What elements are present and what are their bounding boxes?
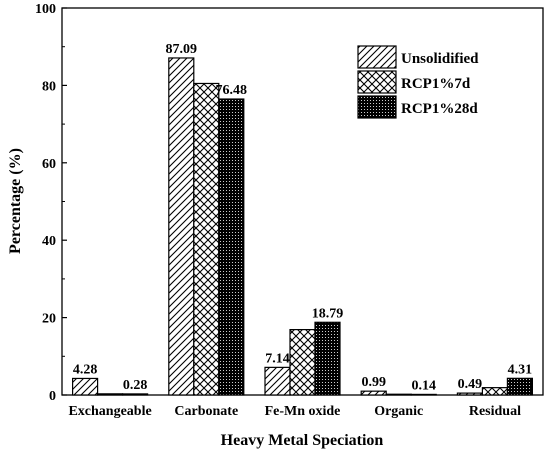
y-axis-title: Percentage (%): [7, 148, 24, 254]
bar-fe-mn-oxide-rcp1-28d: [314, 321, 341, 396]
x-tick-label: Organic: [374, 404, 423, 419]
legend-label: Unsolidified: [401, 51, 479, 67]
x-tick-label: Fe-Mn oxide: [265, 404, 341, 419]
bar-fe-mn-oxide-unsolidified: [264, 366, 291, 396]
y-tick-label: 20: [42, 312, 56, 327]
data-label: 0.28: [123, 378, 148, 393]
legend-label: RCP1%28d: [401, 101, 478, 117]
data-label: 0.49: [458, 377, 483, 392]
data-labels: 4.28 0.28 87.09 76.48 7.14 18.79 0.99 0.14 0.49 4…: [73, 42, 532, 393]
bar-residual-rcp1-28d: [506, 377, 533, 396]
bar-organic-rcp1-7d: [385, 393, 412, 396]
bar-organic-rcp1-28d: [410, 393, 437, 396]
y-tick-label: 100: [35, 2, 56, 17]
x-tick-label: Residual: [469, 404, 521, 419]
bar-residual-rcp1-7d: [481, 387, 508, 396]
y-tick-label: 0: [49, 389, 56, 404]
bar-exchangeable-rcp1-7d: [96, 393, 124, 396]
bar-carbonate-rcp1-7d: [193, 82, 220, 396]
data-label: 0.14: [411, 378, 436, 393]
data-label: 0.99: [361, 375, 386, 390]
data-label: 4.31: [508, 362, 533, 377]
bar-organic-unsolidified: [360, 390, 387, 396]
bar-carbonate-rcp1-28d: [218, 98, 245, 396]
data-label: 4.28: [73, 362, 98, 377]
y-tick-label: 60: [42, 157, 56, 172]
x-tick-label: Carbonate: [174, 404, 238, 419]
bar-carbonate-unsolidified: [168, 57, 195, 396]
data-label: 18.79: [312, 306, 344, 321]
x-tick-label: Exchangeable: [68, 404, 151, 419]
legend-swatch: [357, 95, 397, 119]
legend-swatch: [357, 70, 397, 94]
bars: [71, 57, 533, 396]
legend-label: RCP1%7d: [401, 76, 471, 92]
legend: Unsolidified RCP1%7d RCP1%28d: [357, 45, 479, 119]
y-axis: 0 20 40 60 80 100: [35, 2, 67, 404]
y-tick-label: 80: [42, 79, 56, 94]
x-axis: Exchangeable Carbonate Fe-Mn oxide Organic R…: [68, 404, 521, 419]
legend-swatch: [357, 45, 397, 69]
bar-residual-unsolidified: [456, 392, 483, 396]
bar-fe-mn-oxide-rcp1-7d: [289, 328, 316, 396]
data-label: 87.09: [166, 42, 198, 57]
bar-exchangeable-rcp1-28d: [121, 393, 149, 396]
x-axis-title: Heavy Metal Speciation: [221, 432, 384, 449]
y-tick-label: 40: [42, 234, 56, 249]
data-label: 7.14: [265, 351, 290, 366]
data-label: 76.48: [216, 83, 248, 98]
bar-exchangeable-unsolidified: [71, 377, 99, 396]
